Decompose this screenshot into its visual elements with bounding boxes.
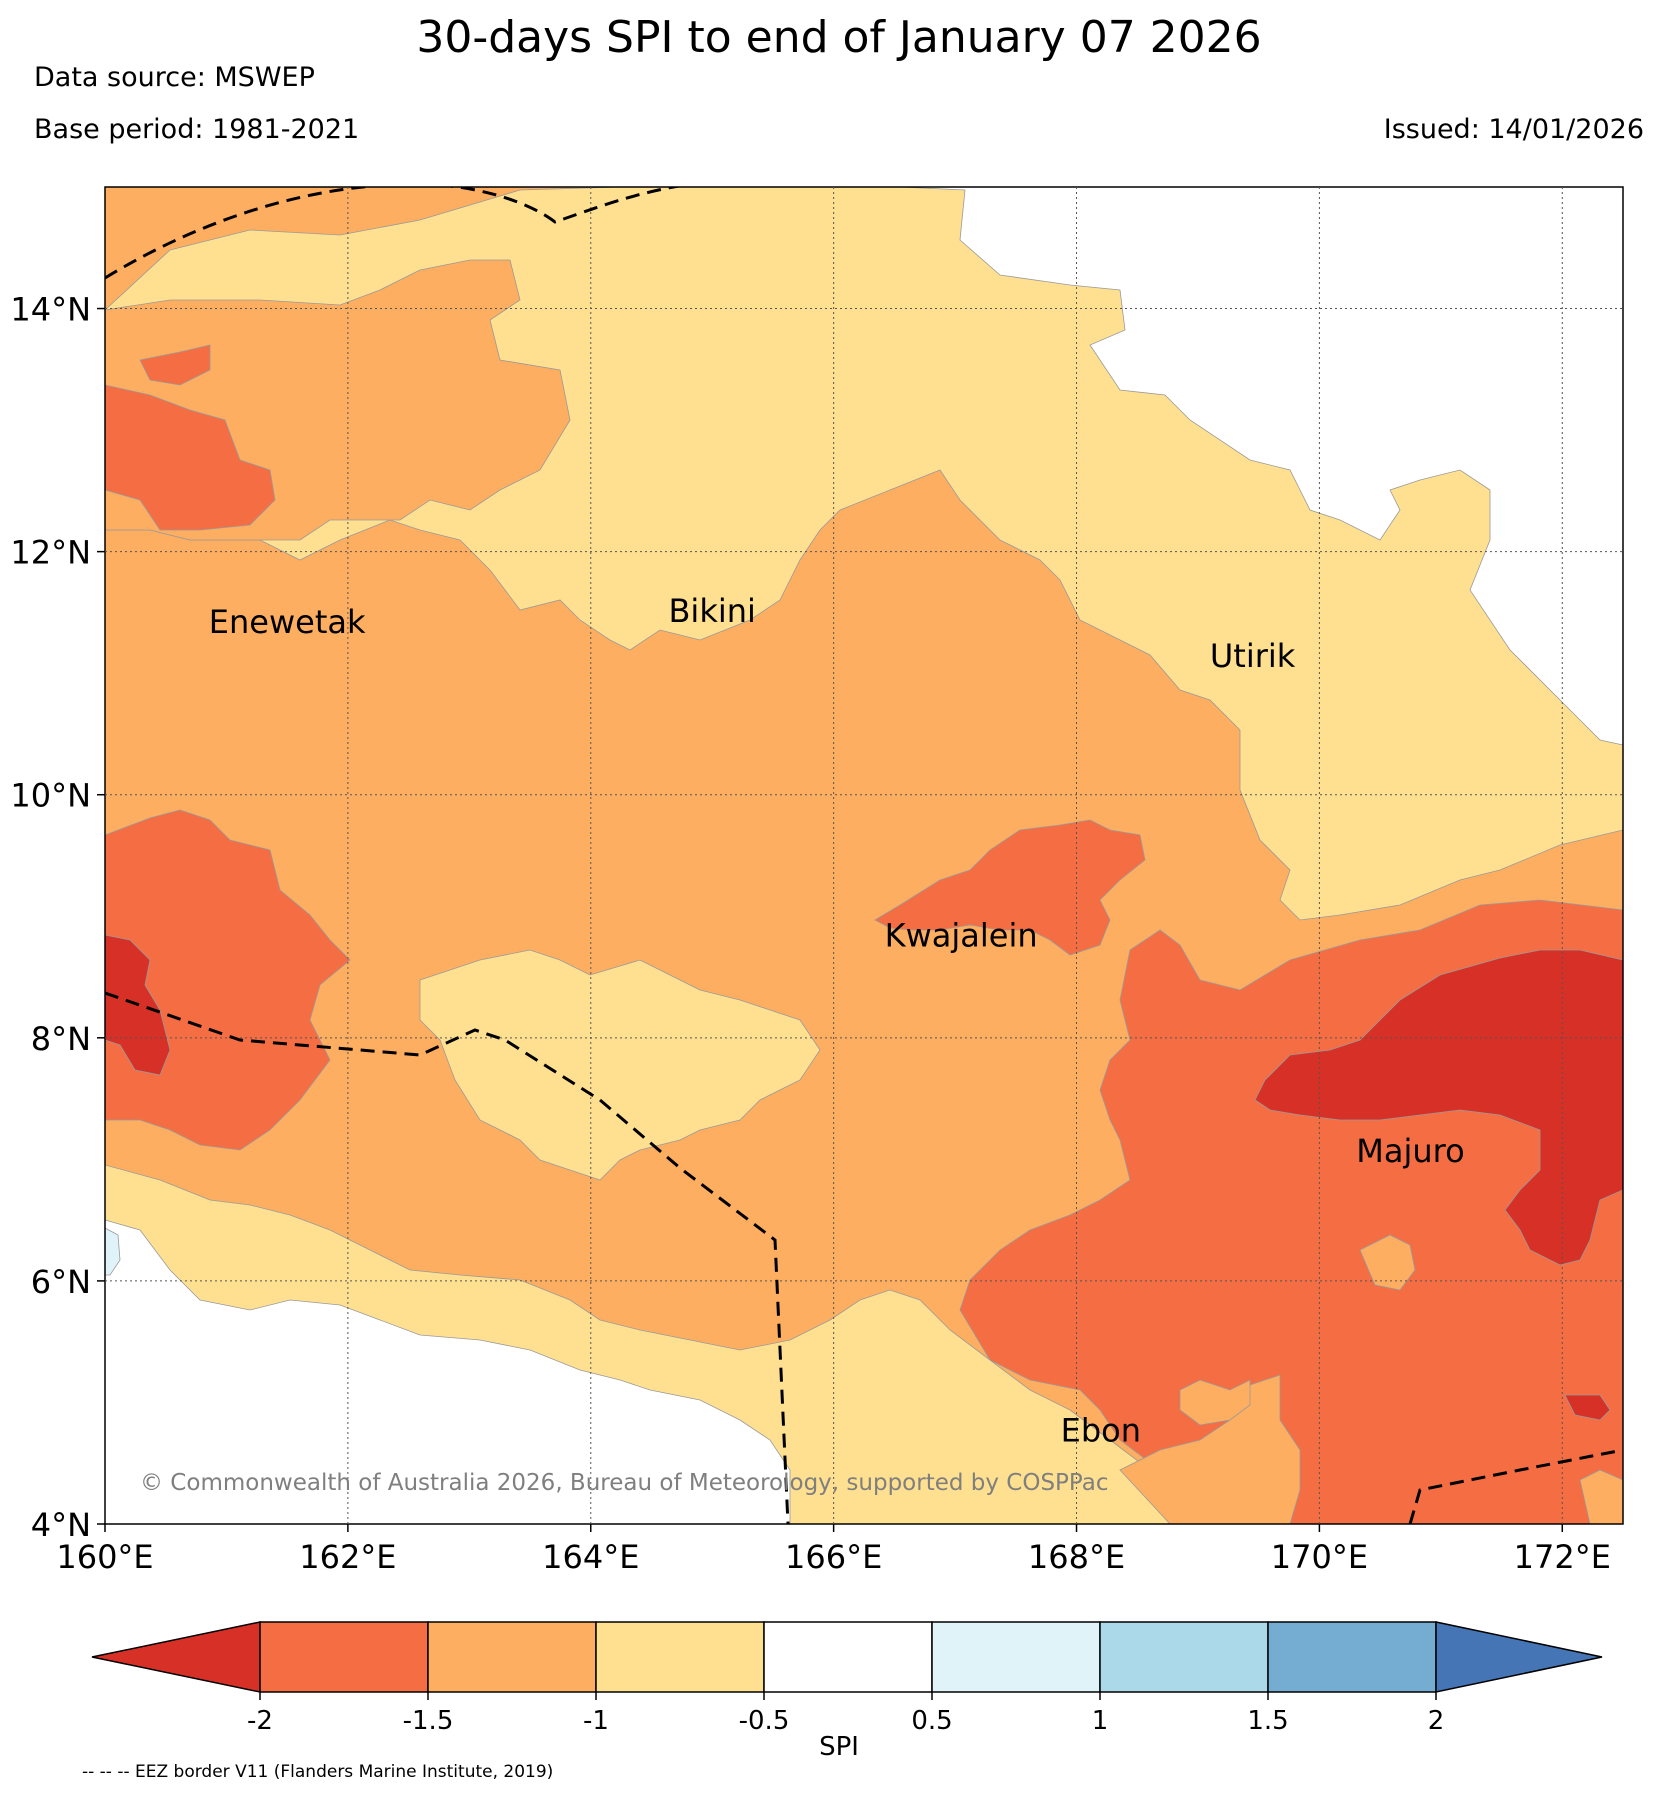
place-label: Utirik [1210, 637, 1296, 675]
spi-band-1.5-1-se-c [1359, 1234, 1416, 1291]
place-label: Ebon [1061, 1411, 1141, 1449]
spi-below-2-se-small [1564, 1394, 1611, 1421]
spi-fields [105, 187, 1623, 1524]
issued-date-label: Issued: 14/01/2026 [1383, 114, 1644, 145]
spi-band-2-1.5-kwajalein [874, 819, 1146, 956]
eez-borders [105, 187, 1623, 1524]
map-title: 30-days SPI to end of January 07 2026 [416, 12, 1262, 63]
eez-border-west [105, 991, 790, 1524]
longitude-tick-label: 172°E [1514, 1538, 1611, 1576]
spi-band-1.5-1-se-a [1119, 1374, 1301, 1524]
data-source-label: Data source: MSWEP [34, 62, 315, 93]
latitude-tick-label: 4°N [31, 1506, 91, 1544]
place-labels: Enewetak Bikini Utirik Kwajalein Majuro Ebon [209, 592, 1465, 1449]
latitude-tick-label: 14°N [10, 291, 91, 329]
graticule [97, 187, 1623, 1532]
spi-band-1.5-1-se-d [1579, 1469, 1623, 1524]
latitude-tick-label: 6°N [31, 1263, 91, 1301]
latitude-labels: 4°N 6°N 8°N 10°N 12°N 14°N [10, 291, 91, 1544]
eez-border-north [105, 187, 683, 280]
spi-band-2-1.5-nw-small [139, 344, 211, 386]
longitude-labels: 160°E 162°E 164°E 166°E 168°E 170°E 172°E [56, 1538, 1611, 1576]
longitude-tick-label: 160°E [56, 1538, 153, 1576]
longitude-tick-label: 170°E [1271, 1538, 1368, 1576]
spi-wet-patch-sw [105, 1227, 121, 1276]
spi-band-2-1.5-west [105, 809, 351, 1151]
longitude-tick-label: 164°E [542, 1538, 639, 1576]
latitude-tick-label: 8°N [31, 1020, 91, 1058]
place-label: Bikini [668, 592, 755, 630]
copyright-notice: © Commonwealth of Australia 2026, Bureau… [140, 1470, 1109, 1496]
latitude-tick-label: 10°N [10, 777, 91, 815]
place-label: Enewetak [209, 603, 366, 641]
longitude-tick-label: 166°E [785, 1538, 882, 1576]
eez-border-note: -- -- -- EEZ border V11 (Flanders Marine… [82, 1762, 554, 1782]
colorbar-label: SPI [819, 1732, 859, 1762]
place-label: Majuro [1356, 1132, 1464, 1170]
map-frame [104, 186, 1624, 1525]
spi-band-1-0.5-central [419, 949, 821, 1181]
spi-below-2-majuro [1254, 949, 1623, 1266]
spi-band-2-1.5-nw [105, 384, 276, 531]
eez-border-se [1408, 1448, 1623, 1524]
spi-near-normal-sw [105, 1219, 791, 1524]
place-label: Kwajalein [885, 917, 1038, 955]
longitude-tick-label: 168°E [1028, 1538, 1125, 1576]
latitude-tick-label: 12°N [10, 534, 91, 572]
base-period-label: Base period: 1981-2021 [34, 114, 360, 145]
spi-band-1.5-1-se-b [1179, 1379, 1251, 1426]
longitude-tick-label: 162°E [299, 1538, 396, 1576]
